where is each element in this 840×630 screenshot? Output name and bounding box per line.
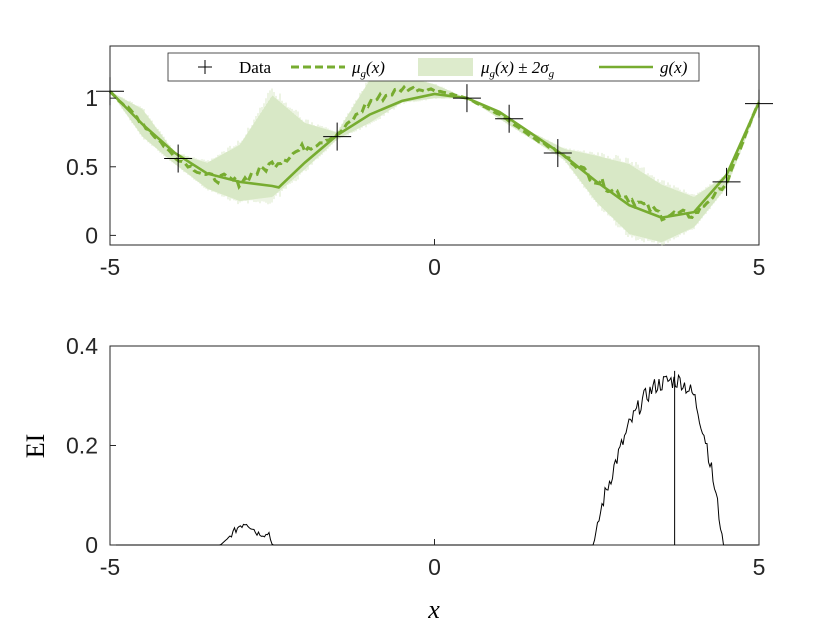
top-plot: -5 0 500.51 Data μg(x) μg(x) ± 2σg g(x) (66, 45, 773, 280)
bottom-axis-ticks: -5 0 500.20.4 (66, 333, 765, 580)
g-line (109, 90, 761, 219)
x-tick-label: 0 (428, 554, 441, 580)
y-tick-label: 0.2 (66, 433, 98, 459)
xlabel-x: x (427, 595, 440, 624)
legend: Data μg(x) μg(x) ± 2σg g(x) (167, 52, 700, 82)
data-points (96, 77, 773, 196)
legend-label-band: μg(x) ± 2σg (480, 58, 555, 80)
ylabel-ei: EI (21, 434, 50, 459)
data-point (96, 77, 124, 106)
bottom-plot: -5 0 500.20.4 EI x (21, 333, 765, 624)
y-tick-label: 1 (85, 85, 98, 111)
legend-label-data: Data (239, 58, 272, 77)
data-point (495, 104, 524, 133)
y-tick-label: 0 (85, 532, 98, 558)
legend-data-marker (198, 60, 212, 74)
data-point (452, 84, 481, 113)
y-tick-label: 0.4 (66, 333, 98, 359)
x-tick-label: -5 (100, 554, 120, 580)
x-tick-label: -5 (100, 254, 120, 280)
x-tick-label: 0 (428, 254, 441, 280)
legend-label-mu: μg(x) (351, 58, 385, 80)
top-axis-ticks: -5 0 500.51 (66, 85, 765, 280)
data-point (745, 89, 773, 118)
x-tick-label: 5 (753, 554, 766, 580)
y-tick-label: 0.5 (66, 154, 98, 180)
data-point (543, 139, 572, 168)
legend-label-g: g(x) (660, 58, 688, 77)
data-point (323, 122, 352, 151)
x-tick-label: 5 (753, 254, 766, 280)
mu-line (108, 84, 760, 222)
legend-band-swatch (418, 58, 473, 76)
data-point (164, 144, 193, 173)
data-point (712, 167, 741, 196)
y-tick-label: 0 (85, 222, 98, 248)
